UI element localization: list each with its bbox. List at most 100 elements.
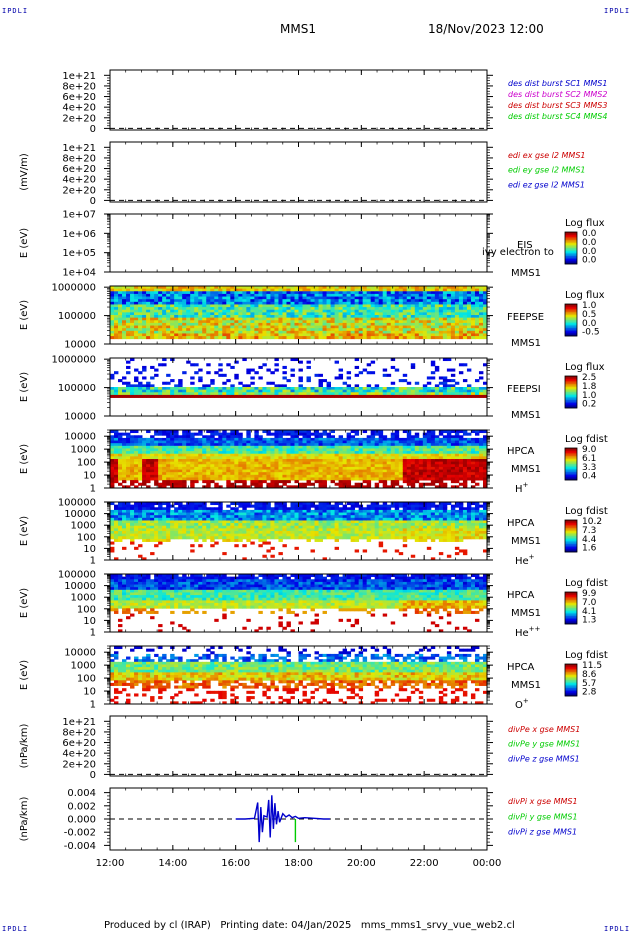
heatmap-cell: [186, 456, 191, 460]
heatmap-cell: [206, 288, 211, 292]
heatmap-cell: [158, 469, 163, 473]
heatmap-cell: [342, 309, 348, 313]
heatmap-cell: [342, 477, 348, 481]
heatmap-cell: [274, 482, 279, 486]
heatmap-cell: [326, 469, 331, 473]
heatmap-cell: [458, 435, 464, 439]
heatmap-cell: [410, 456, 416, 460]
heatmap-cell: [142, 389, 147, 393]
colorbar-tick-label: 1.8: [582, 382, 597, 392]
heatmap-cell: [134, 304, 139, 308]
heatmap-cell: [362, 336, 368, 340]
heatmap-cell: [122, 474, 127, 478]
heatmap-cell: [334, 392, 340, 396]
heatmap-cell: [326, 301, 331, 305]
heatmap-cell: [350, 322, 356, 326]
heatmap-cell: [386, 328, 392, 332]
heatmap-cell: [418, 482, 424, 486]
heatmap-cell: [314, 466, 319, 470]
heatmap-cell: [226, 304, 231, 308]
heatmap-cell: [422, 472, 428, 476]
heatmap-cell: [318, 387, 323, 391]
heatmap-cell: [242, 286, 247, 290]
heatmap-cell: [434, 443, 440, 447]
heatmap-cell: [174, 315, 179, 319]
heatmap-cell: [478, 312, 484, 316]
heatmap-cell: [226, 363, 231, 367]
heatmap-cell: [254, 474, 259, 478]
heatmap-cell: [142, 336, 147, 340]
heatmap-cell: [430, 474, 436, 478]
heatmap-cell: [290, 312, 295, 316]
heatmap-cell: [110, 376, 115, 380]
heatmap-cell: [134, 328, 139, 332]
heatmap-cell: [254, 296, 259, 300]
heatmap-cell: [346, 307, 352, 311]
heatmap-cell: [158, 437, 163, 441]
heatmap-cell: [446, 430, 452, 434]
heatmap-cell: [118, 440, 123, 444]
colorbar-segment: [565, 312, 577, 314]
heatmap-cell: [294, 430, 299, 434]
heatmap-cell: [478, 299, 484, 303]
heatmap-cell: [370, 296, 376, 300]
heatmap-cell: [282, 464, 287, 468]
heatmap-cell: [278, 309, 283, 313]
heatmap-cell: [250, 472, 255, 476]
heatmap-cell: [446, 469, 452, 473]
heatmap-cell: [154, 477, 159, 481]
heatmap-cell: [126, 291, 131, 295]
heatmap-cell: [330, 387, 335, 391]
heatmap-cell: [434, 368, 440, 372]
heatmap-cell: [302, 445, 307, 449]
heatmap-cell: [470, 296, 476, 300]
heatmap-cell: [418, 437, 424, 441]
heatmap-cell: [358, 299, 364, 303]
heatmap-cell: [334, 469, 340, 473]
heatmap-cell: [270, 392, 275, 396]
heatmap-cell: [206, 392, 211, 396]
heatmap-cell: [354, 296, 360, 300]
heatmap-cell: [378, 453, 384, 457]
heatmap-cell: [214, 389, 219, 393]
heatmap-cell: [462, 299, 468, 303]
heatmap-cell: [366, 389, 372, 393]
heatmap-cell: [278, 440, 283, 444]
heatmap-cell: [142, 445, 147, 449]
heatmap-cell: [434, 322, 440, 326]
heatmap-cell: [302, 286, 307, 290]
heatmap-cell: [442, 336, 448, 340]
heatmap-cell: [254, 485, 259, 489]
heatmap-cell: [426, 392, 432, 396]
heatmap-cell: [118, 482, 123, 486]
heatmap-cell: [470, 387, 476, 391]
heatmap-cell: [206, 320, 211, 324]
heatmap-cell: [118, 453, 123, 457]
heatmap-cell: [390, 482, 396, 486]
heatmap-cell: [130, 443, 135, 447]
heatmap-cell: [126, 304, 131, 308]
heatmap-cell: [322, 466, 327, 470]
heatmap-cell: [226, 328, 231, 332]
heatmap-cell: [150, 448, 155, 452]
heatmap-cell: [306, 392, 311, 396]
heatmap-cell: [422, 448, 428, 452]
heatmap-cell: [238, 293, 243, 297]
heatmap-cell: [246, 293, 251, 297]
heatmap-cell: [366, 301, 372, 305]
heatmap-cell: [426, 459, 432, 463]
heatmap-cell: [154, 301, 159, 305]
heatmap-cell: [218, 389, 223, 393]
heatmap-cell: [402, 430, 408, 434]
heatmap-cell: [318, 309, 323, 313]
heatmap-cell: [302, 461, 307, 465]
heatmap-cell: [146, 480, 151, 484]
heatmap-cell: [134, 443, 139, 447]
heatmap-cell: [242, 453, 247, 457]
heatmap-cell: [470, 440, 476, 444]
heatmap-cell: [194, 432, 199, 436]
heatmap-cell: [418, 296, 424, 300]
heatmap-cell: [326, 456, 331, 460]
heatmap-cell: [366, 291, 372, 295]
heatmap-cell: [182, 435, 187, 439]
